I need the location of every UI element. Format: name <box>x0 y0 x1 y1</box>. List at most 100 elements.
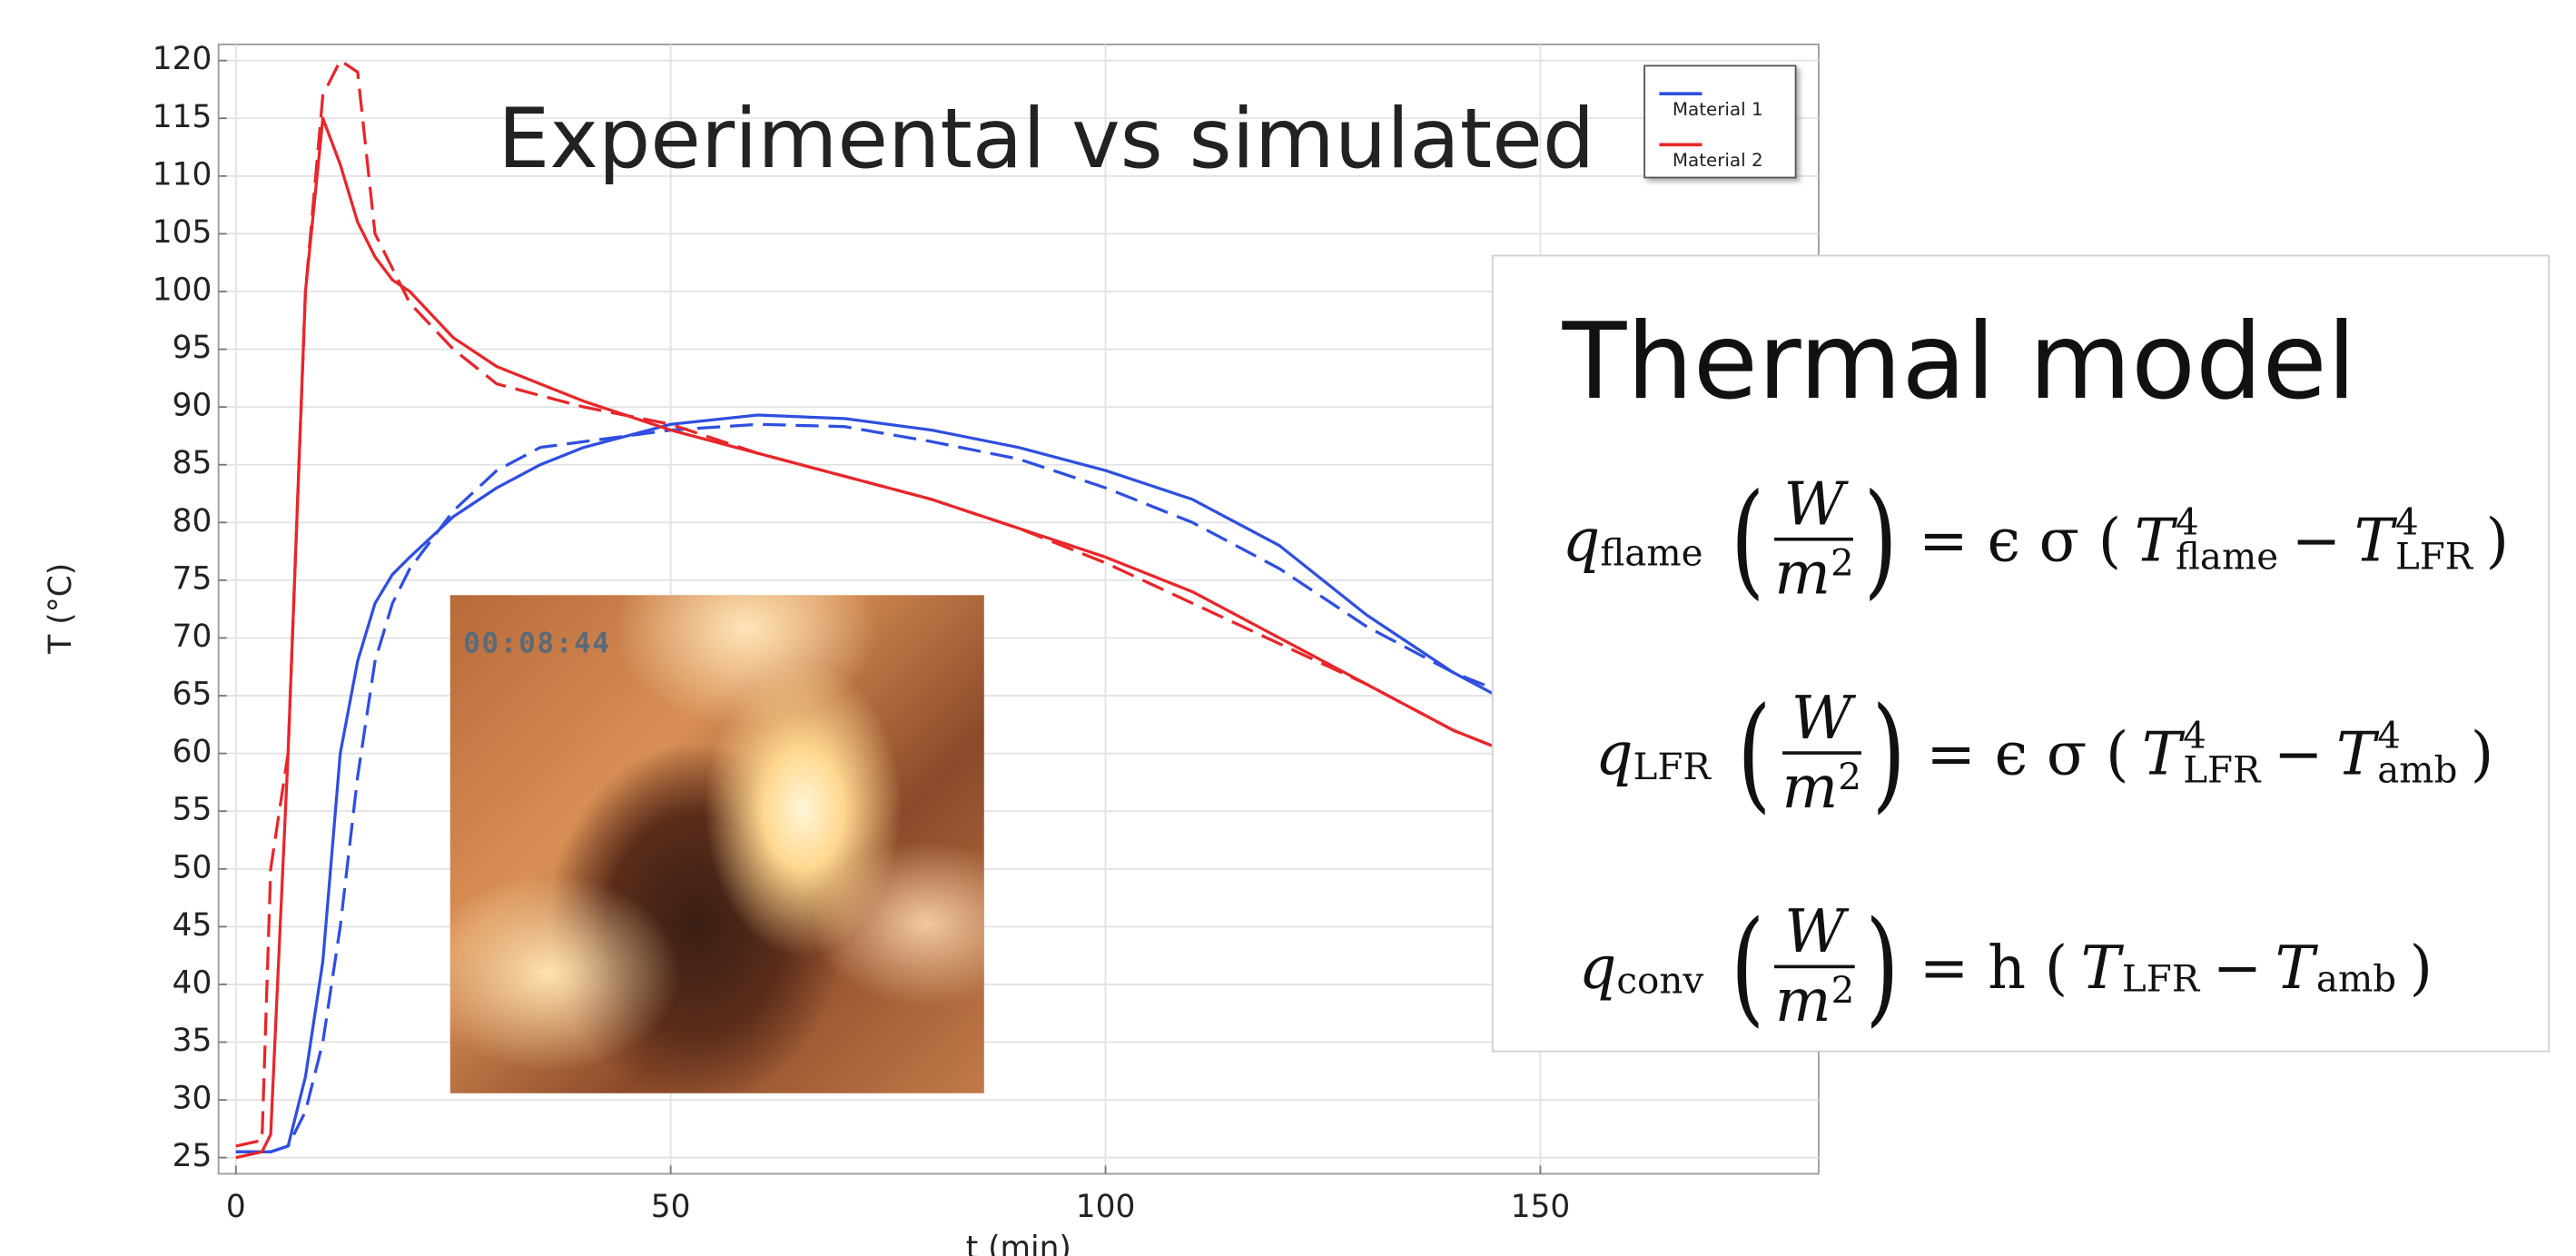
eq-den-sup: 2 <box>1831 970 1855 1014</box>
eq-text: − <box>2212 935 2263 1003</box>
x-tick-label: 0 <box>226 1189 246 1225</box>
eq-text: = ϵ σ ( <box>1926 720 2129 788</box>
eq-sub: LFR <box>2121 957 2200 1001</box>
eq-numerator: W <box>1784 898 1846 966</box>
eq-den-base: m <box>1781 755 1839 823</box>
eq-var: T <box>2354 507 2394 575</box>
legend-label: Material 1 <box>1673 99 1763 120</box>
eq-subscript: flame <box>1600 532 1703 576</box>
y-tick-label: 110 <box>153 156 212 193</box>
eq-subscript: conv <box>1616 959 1704 1003</box>
eq-fraction-bar <box>1774 538 1854 542</box>
chart-title: Experimental vs simulated <box>498 92 1594 187</box>
eq-fraction-bar <box>1781 751 1861 756</box>
eq-scripts: 4 LFR <box>2394 500 2472 576</box>
x-tick-label: 100 <box>1076 1189 1136 1225</box>
y-tick-label: 100 <box>153 272 212 308</box>
legend-label: Material 2 <box>1673 150 1763 171</box>
y-tick-label: 45 <box>173 907 212 944</box>
eq-text: − <box>2291 507 2342 575</box>
eq-text: = h ( <box>1919 935 2068 1003</box>
y-tick-label: 85 <box>173 445 212 481</box>
eq-var: T <box>2275 935 2315 1003</box>
flame-photo: 00:08:44 <box>449 595 984 1093</box>
eq-subscript: LFR <box>1633 746 1711 789</box>
y-tick-label: 120 <box>153 41 212 77</box>
eq-den-base: m <box>1774 541 1831 609</box>
eq-text: − <box>2273 720 2324 788</box>
eq-scripts: amb <box>2315 939 2397 1001</box>
x-tick-label: 50 <box>651 1189 691 1225</box>
eq-denominator: m2 <box>1774 541 1853 608</box>
eq-den-base: m <box>1774 968 1831 1036</box>
y-axis-label: T (°C) <box>43 563 79 655</box>
y-tick-label: 55 <box>173 792 212 828</box>
eq-denominator: m2 <box>1775 969 1854 1036</box>
legend-box <box>1643 64 1797 179</box>
eq-sup: 4 <box>2183 715 2206 758</box>
eq-fraction-bar <box>1774 965 1855 969</box>
eq-numerator: W <box>1783 470 1845 539</box>
y-tick-label: 80 <box>173 503 212 539</box>
eq-symbol: q <box>1562 507 1601 575</box>
y-tick-label: 60 <box>173 734 212 770</box>
eq-text: ) <box>2485 507 2510 575</box>
y-tick-label: 65 <box>173 677 212 713</box>
y-tick-label: 50 <box>173 849 212 885</box>
eq-denominator: m2 <box>1781 755 1860 822</box>
eq-symbol: q <box>1578 935 1617 1003</box>
eq-var: T <box>2141 720 2182 788</box>
eq-paren: ) <box>1864 895 1900 1040</box>
eq-den-sup: 2 <box>1838 756 1861 800</box>
x-axis-label: t (min) <box>966 1230 1071 1256</box>
eq-sub: amb <box>2377 749 2458 793</box>
x-tick-label: 150 <box>1511 1189 1571 1225</box>
eq-text: = ϵ σ ( <box>1919 507 2122 575</box>
eq-den-sup: 2 <box>1831 542 1854 586</box>
eq-scripts: LFR <box>2121 939 2200 1001</box>
eq-sub: amb <box>2315 957 2397 1001</box>
eq-paren: ( <box>1737 680 1772 826</box>
series-line-dashed <box>235 59 1498 1148</box>
eq-scripts: 4 LFR <box>2183 715 2261 793</box>
eq-scripts: 4 amb <box>2377 715 2458 793</box>
eq-var: T <box>2080 935 2121 1003</box>
eq-sup: 4 <box>2377 715 2401 758</box>
eq-symbol: q <box>1594 720 1633 788</box>
y-tick-label: 95 <box>173 330 212 366</box>
y-tick-label: 75 <box>173 560 212 597</box>
y-tick-label: 35 <box>173 1023 212 1059</box>
eq-paren: ) <box>1864 467 1899 612</box>
eq-numerator: W <box>1791 685 1852 753</box>
y-tick-label: 105 <box>153 214 212 251</box>
series-line-dashed <box>235 422 1498 1153</box>
y-tick-label: 30 <box>173 1081 212 1117</box>
y-tick-label: 70 <box>173 618 212 655</box>
eq-paren: ( <box>1730 467 1764 612</box>
y-tick-label: 25 <box>173 1138 212 1174</box>
eq-sup: 4 <box>2394 500 2419 544</box>
series-line <box>235 413 1498 1153</box>
y-tick-label: 115 <box>153 99 212 135</box>
eq-var: T <box>2134 507 2175 575</box>
eq-text: ) <box>2409 935 2433 1003</box>
eq-text: ) <box>2470 720 2494 788</box>
photo-timestamp: 00:08:44 <box>463 628 611 661</box>
eq-paren: ( <box>1730 895 1765 1040</box>
eq-var: T <box>2335 720 2376 788</box>
y-tick-label: 90 <box>173 388 212 424</box>
eq-sub: flame <box>2175 536 2279 579</box>
eq-sup: 4 <box>2175 500 2199 544</box>
eq-scripts: 4 flame <box>2175 500 2279 579</box>
eq-paren: ) <box>1871 680 1906 826</box>
panel-title: Thermal model <box>1562 302 2356 425</box>
eq-sub: LFR <box>2183 749 2261 793</box>
